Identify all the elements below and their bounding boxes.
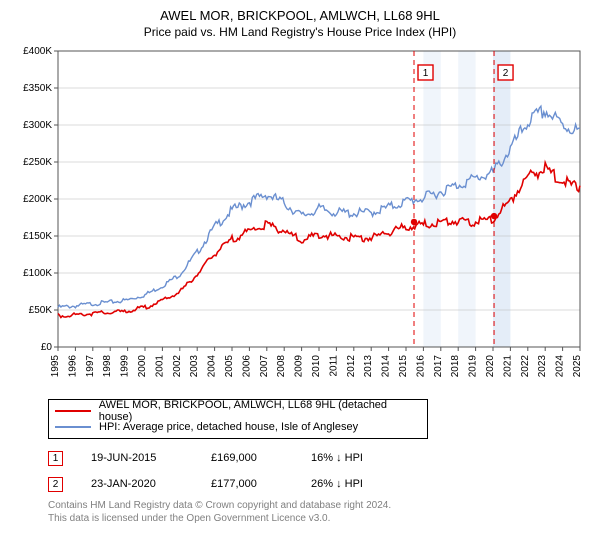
svg-text:2022: 2022 (520, 355, 531, 378)
svg-text:1999: 1999 (120, 355, 131, 378)
marker-price: £177,000 (211, 478, 311, 490)
svg-text:2021: 2021 (502, 355, 513, 378)
svg-text:1: 1 (423, 68, 429, 79)
svg-text:2012: 2012 (346, 355, 357, 378)
marker-badge: 2 (48, 477, 63, 492)
marker-date: 23-JAN-2020 (91, 478, 211, 490)
svg-text:£300K: £300K (23, 120, 52, 131)
chart-subtitle: Price paid vs. HM Land Registry's House … (10, 25, 590, 39)
svg-text:£200K: £200K (23, 194, 52, 205)
svg-text:£250K: £250K (23, 157, 52, 168)
license-line: Contains HM Land Registry data © Crown c… (48, 499, 590, 512)
svg-text:1998: 1998 (102, 355, 113, 378)
svg-text:£0: £0 (41, 342, 53, 353)
svg-text:2015: 2015 (398, 355, 409, 378)
svg-text:2010: 2010 (311, 355, 322, 378)
svg-text:2024: 2024 (555, 355, 566, 378)
svg-text:2002: 2002 (172, 355, 183, 378)
svg-text:2003: 2003 (189, 355, 200, 378)
marker-pct: 26% ↓ HPI (311, 478, 411, 490)
svg-text:£350K: £350K (23, 83, 52, 94)
svg-text:£50K: £50K (29, 305, 53, 316)
legend-row: AWEL MOR, BRICKPOOL, AMLWCH, LL68 9HL (d… (55, 403, 421, 419)
svg-text:2023: 2023 (537, 355, 548, 378)
svg-text:2025: 2025 (572, 355, 583, 378)
chart-container: AWEL MOR, BRICKPOOL, AMLWCH, LL68 9HL Pr… (0, 0, 600, 531)
svg-text:£100K: £100K (23, 268, 52, 279)
legend-label: AWEL MOR, BRICKPOOL, AMLWCH, LL68 9HL (d… (99, 399, 421, 423)
svg-text:2011: 2011 (328, 355, 339, 377)
marker-pct: 16% ↓ HPI (311, 452, 411, 464)
marker-date: 19-JUN-2015 (91, 452, 211, 464)
svg-text:2001: 2001 (154, 355, 165, 378)
marker-badge: 1 (48, 451, 63, 466)
svg-text:2014: 2014 (381, 355, 392, 378)
svg-text:2009: 2009 (294, 355, 305, 378)
svg-text:2: 2 (503, 68, 509, 79)
svg-text:2019: 2019 (468, 355, 479, 378)
svg-text:2013: 2013 (363, 355, 374, 378)
svg-text:1997: 1997 (85, 355, 96, 378)
marker-price: £169,000 (211, 452, 311, 464)
chart-svg: £0 £50K £100K £150K £200K £250K £300K £350K £400… (10, 45, 590, 395)
chart-plot-area: £0 £50K £100K £150K £200K £250K £300K £350K £400… (10, 45, 590, 395)
svg-text:2018: 2018 (450, 355, 461, 378)
svg-text:2004: 2004 (207, 355, 218, 378)
svg-text:2016: 2016 (415, 355, 426, 378)
markers-table: 1 19-JUN-2015 £169,000 16% ↓ HPI 2 23-JA… (48, 447, 590, 495)
svg-text:2007: 2007 (259, 355, 270, 378)
svg-text:2000: 2000 (137, 355, 148, 378)
svg-text:1995: 1995 (50, 355, 61, 378)
marker-row: 2 23-JAN-2020 £177,000 26% ↓ HPI (48, 473, 590, 495)
license-line: This data is licensed under the Open Gov… (48, 512, 590, 525)
svg-text:£400K: £400K (23, 46, 52, 57)
svg-text:2008: 2008 (276, 355, 287, 378)
legend-label: HPI: Average price, detached house, Isle… (99, 421, 358, 433)
svg-text:£150K: £150K (23, 231, 52, 242)
svg-text:1996: 1996 (67, 355, 78, 378)
legend: AWEL MOR, BRICKPOOL, AMLWCH, LL68 9HL (d… (48, 399, 428, 439)
legend-swatch (55, 426, 91, 428)
svg-text:2006: 2006 (241, 355, 252, 378)
marker-row: 1 19-JUN-2015 £169,000 16% ↓ HPI (48, 447, 590, 469)
chart-title: AWEL MOR, BRICKPOOL, AMLWCH, LL68 9HL (10, 8, 590, 23)
svg-text:2017: 2017 (433, 355, 444, 378)
svg-text:2005: 2005 (224, 355, 235, 378)
svg-text:2020: 2020 (485, 355, 496, 378)
license-text: Contains HM Land Registry data © Crown c… (48, 499, 590, 525)
legend-swatch (55, 410, 91, 412)
